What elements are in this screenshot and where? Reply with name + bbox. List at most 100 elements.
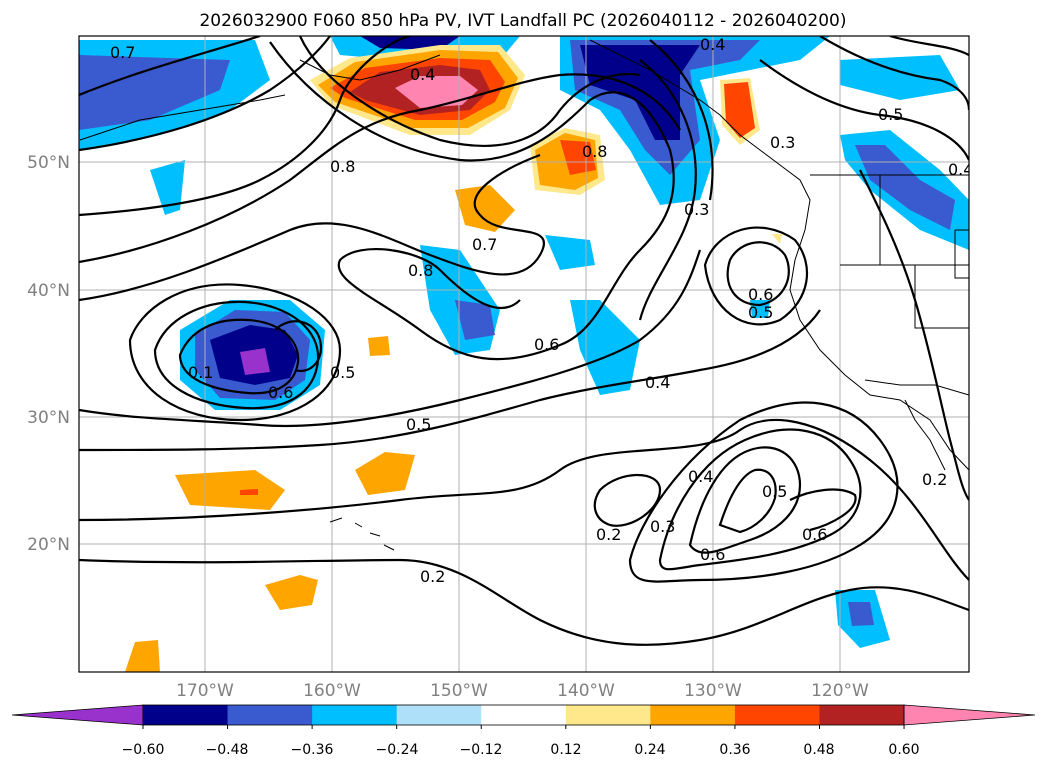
- colorbar-tick-label: 0.60: [888, 742, 919, 758]
- pv-negative-region: [855, 145, 955, 230]
- contour-label: 0.8: [582, 142, 607, 161]
- colorbar-segment: [481, 705, 567, 725]
- lat-label: 40°N: [27, 281, 70, 301]
- colorbar-tick-label: −0.48: [206, 742, 249, 758]
- colorbar-tick-label: 0.36: [719, 742, 750, 758]
- pv-positive-region: [125, 640, 160, 672]
- contour-label: 0.4: [410, 65, 435, 84]
- contour-line: [79, 153, 545, 302]
- contour-label: 0.6: [534, 335, 559, 354]
- colorbar-tick-label: −0.60: [122, 742, 165, 758]
- contour-labels: 0.7 0.4 0.8 0.8 0.7 0.8 0.3 0.4 0.5 0.6 …: [110, 35, 973, 586]
- contour-label: 0.2: [420, 567, 445, 586]
- map-frame: [78, 35, 970, 673]
- pv-negative-region: [455, 300, 495, 340]
- contour-label: 0.4: [948, 160, 973, 179]
- coastlines: [79, 39, 969, 551]
- colorbar-tick-label: 0.48: [803, 742, 834, 758]
- contour-label: 0.5: [762, 482, 787, 501]
- contour-line: [718, 468, 777, 534]
- contour-label: 0.6: [802, 525, 827, 544]
- pc-contours: [79, 36, 969, 646]
- map-panel: 0.7 0.4 0.8 0.8 0.7 0.8 0.3 0.4 0.5 0.6 …: [78, 35, 973, 673]
- pv-negative-region: [840, 55, 960, 100]
- contour-line: [628, 401, 899, 583]
- pv-positive-region: [265, 575, 318, 610]
- contour-line: [298, 36, 641, 147]
- colorbar-segment: [819, 705, 905, 725]
- lon-label: 130°W: [684, 681, 742, 701]
- longitude-labels: 170°W 160°W 150°W 140°W 130°W 120°W: [176, 681, 869, 701]
- pv-negative-region: [79, 55, 230, 130]
- contour-line: [759, 59, 969, 161]
- contour-line: [128, 283, 342, 422]
- gridlines: [79, 36, 969, 672]
- colorbar-extend-min: [11, 704, 144, 726]
- contour-line: [178, 318, 300, 395]
- contour-line: [79, 418, 969, 581]
- contour-line: [889, 36, 969, 56]
- lat-label: 50°N: [27, 153, 70, 173]
- pv-positive-region: [560, 140, 596, 175]
- contour-line: [649, 39, 714, 201]
- contour-line: [819, 36, 969, 111]
- pv-positive-region: [772, 234, 782, 244]
- figure-title: 2026032900 F060 850 hPa PV, IVT Landfall…: [199, 11, 846, 31]
- colorbar-tick-label: −0.12: [460, 742, 503, 758]
- colorbar-segment: [396, 705, 482, 725]
- contour-label: 0.4: [645, 373, 670, 392]
- contour-line: [274, 320, 323, 373]
- contour-line: [79, 558, 969, 646]
- pv-positive-region: [175, 470, 285, 510]
- latitude-labels: 50°N 40°N 30°N 20°N: [27, 153, 70, 555]
- colorbar-segment: [650, 705, 736, 725]
- pv-negative-shading: [79, 36, 969, 648]
- contour-label: 0.6: [748, 285, 773, 304]
- lat-label: 30°N: [27, 408, 70, 428]
- colorbar-segment: [565, 705, 651, 725]
- pv-negative-region: [570, 300, 640, 395]
- contour-label: 0.3: [684, 200, 709, 219]
- contour-label: 0.2: [596, 525, 621, 544]
- colorbar-tick-label: −0.36: [291, 742, 334, 758]
- contour-line: [269, 41, 675, 361]
- colorbar-tick-label: 0.24: [634, 742, 665, 758]
- pv-positive-region: [355, 452, 415, 495]
- contour-line: [859, 169, 969, 501]
- contour-label: 0.5: [878, 105, 903, 124]
- colorbar-extend-max: [903, 704, 1036, 726]
- contour-line: [79, 36, 411, 217]
- contour-label: 0.3: [770, 133, 795, 152]
- pv-positive-region: [724, 82, 755, 138]
- contour-label: 0.4: [700, 35, 725, 54]
- contour-label: 0.3: [650, 517, 675, 536]
- contour-label: 0.7: [472, 235, 497, 254]
- colorbar-segment: [312, 705, 398, 725]
- contour-line: [79, 36, 261, 97]
- pv-positive-region: [368, 336, 390, 356]
- pv-positive-region: [240, 489, 258, 495]
- contour-line: [688, 446, 802, 554]
- contour-line: [79, 249, 702, 428]
- contour-label: 0.8: [330, 157, 355, 176]
- colorbar-tick-label: 0.12: [550, 742, 581, 758]
- contour-line: [593, 473, 662, 527]
- contour-label: 0.5: [748, 303, 773, 322]
- contour-label: 0.2: [922, 470, 947, 489]
- pv-negative-region: [848, 602, 874, 626]
- colorbar-tick-label: −0.24: [376, 742, 419, 758]
- contour-line: [638, 59, 697, 321]
- contour-label: 0.6: [700, 545, 725, 564]
- pv-negative-region: [545, 235, 595, 270]
- pv-negative-region: [150, 160, 185, 215]
- lon-label: 170°W: [176, 681, 234, 701]
- pv-negative-region: [240, 348, 270, 375]
- colorbar-segment: [227, 705, 313, 725]
- contour-label: 0.5: [330, 363, 355, 382]
- contour-label: 0.6: [268, 383, 293, 402]
- contour-label: 0.1: [188, 363, 213, 382]
- colorbar-ticks: −0.60 −0.48 −0.36 −0.24 −0.12 0.12 0.24 …: [122, 742, 920, 758]
- contour-line: [79, 36, 331, 152]
- contour-line: [79, 309, 821, 452]
